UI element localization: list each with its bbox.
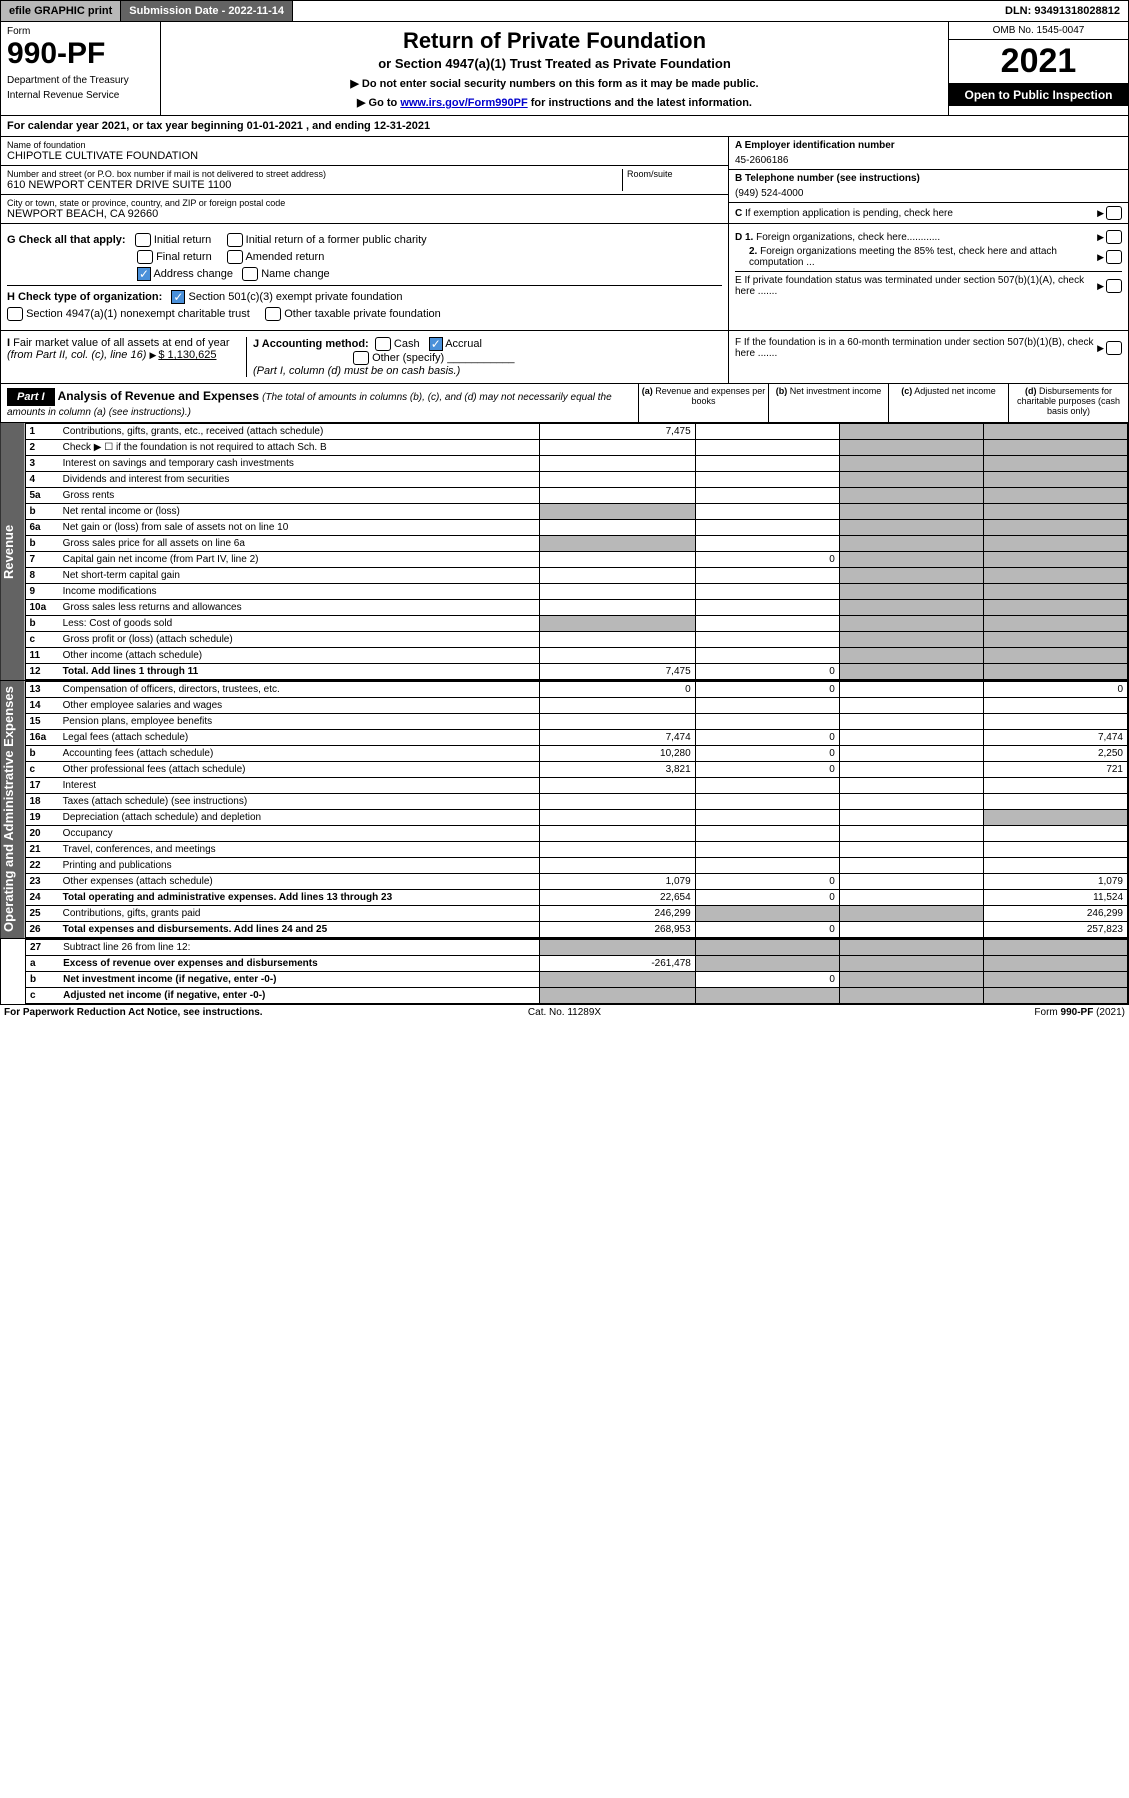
section-i-j-f: I Fair market value of all assets at end… [0, 331, 1129, 384]
goto-note: ▶ Go to www.irs.gov/Form990PF for instru… [167, 96, 942, 109]
efile-badge[interactable]: efile GRAPHIC print [1, 1, 121, 21]
revenue-side-label: Revenue [1, 423, 25, 680]
g-amended-checkbox[interactable] [227, 250, 243, 264]
g-initial-checkbox[interactable] [135, 233, 151, 247]
h-row: H Check type of organization: Section 50… [7, 285, 722, 304]
phone-value: (949) 524-4000 [735, 188, 1122, 199]
form-subtitle: or Section 4947(a)(1) Trust Treated as P… [167, 56, 942, 71]
ssn-note: ▶ Do not enter social security numbers o… [167, 77, 942, 90]
identity-block: Name of foundation CHIPOTLE CULTIVATE FO… [0, 137, 1129, 224]
d1-checkbox[interactable] [1106, 230, 1122, 244]
j-note: (Part I, column (d) must be on cash basi… [253, 365, 460, 377]
h-other-checkbox[interactable] [265, 307, 281, 321]
d2-checkbox[interactable] [1106, 250, 1122, 264]
expenses-section: Operating and Administrative Expenses 13… [0, 681, 1129, 939]
f-checkbox[interactable] [1106, 341, 1122, 355]
part1-badge: Part I [7, 388, 55, 406]
fmv-value: $ 1,130,625 [158, 349, 216, 361]
name-label: Name of foundation [7, 140, 722, 150]
foundation-name: CHIPOTLE CULTIVATE FOUNDATION [7, 150, 722, 162]
section-g-h: G Check all that apply: Initial return I… [0, 224, 1129, 331]
page-footer: For Paperwork Reduction Act Notice, see … [0, 1005, 1129, 1020]
net-section: 27 Subtract line 26 from line 12: a Exce… [0, 939, 1129, 1005]
g-row: G Check all that apply: Initial return I… [7, 233, 722, 247]
irs-link[interactable]: www.irs.gov/Form990PF [400, 97, 527, 109]
city-state-zip: NEWPORT BEACH, CA 92660 [7, 208, 722, 220]
h-4947-checkbox[interactable] [7, 307, 23, 321]
paperwork-notice: For Paperwork Reduction Act Notice, see … [4, 1007, 378, 1018]
g-address-change-checkbox[interactable] [137, 267, 151, 281]
expenses-side-label: Operating and Administrative Expenses [1, 681, 25, 938]
revenue-section: Revenue 1 Contributions, gifts, grants, … [0, 423, 1129, 681]
net-table: 27 Subtract line 26 from line 12: a Exce… [25, 939, 1128, 1004]
form-title: Return of Private Foundation [167, 28, 942, 54]
submission-date: Submission Date - 2022-11-14 [121, 1, 293, 21]
revenue-table: 1 Contributions, gifts, grants, etc., re… [25, 423, 1129, 680]
g-final-checkbox[interactable] [137, 250, 153, 264]
cat-no: Cat. No. 11289X [378, 1007, 752, 1018]
form-header: Form 990-PF Department of the Treasury I… [0, 22, 1129, 116]
e-checkbox[interactable] [1106, 279, 1122, 293]
j-accrual-checkbox[interactable] [429, 337, 443, 351]
street-address: 610 NEWPORT CENTER DRIVE SUITE 1100 [7, 179, 622, 191]
h-501c3-checkbox[interactable] [171, 290, 185, 304]
top-bar: efile GRAPHIC print Submission Date - 20… [0, 0, 1129, 22]
j-other-checkbox[interactable] [353, 351, 369, 365]
city-label: City or town, state or province, country… [7, 198, 722, 208]
j-cash-checkbox[interactable] [375, 337, 391, 351]
calendar-year-row: For calendar year 2021, or tax year begi… [0, 116, 1129, 137]
g-name-change-checkbox[interactable] [242, 267, 258, 281]
f-text: F If the foundation is in a 60-month ter… [735, 337, 1097, 359]
room-label: Room/suite [627, 169, 722, 179]
omb-number: OMB No. 1545-0047 [949, 22, 1128, 40]
form-label: Form [7, 26, 154, 37]
dept-treasury: Department of the Treasury [7, 75, 154, 86]
part1-header-row: Part I Analysis of Revenue and Expenses … [0, 384, 1129, 423]
phone-label: B Telephone number (see instructions) [735, 173, 1122, 184]
ein-value: 45-2606186 [735, 155, 1122, 166]
addr-label: Number and street (or P.O. box number if… [7, 169, 622, 179]
form-footer: Form 990-PF (2021) [751, 1007, 1125, 1018]
pending-checkbox[interactable] [1106, 206, 1122, 220]
e-text: E If private foundation status was termi… [735, 275, 1097, 297]
form-number: 990-PF [7, 37, 154, 71]
g-initial-former-checkbox[interactable] [227, 233, 243, 247]
expenses-table: 13 Compensation of officers, directors, … [25, 681, 1129, 938]
dln: DLN: 93491318028812 [997, 1, 1128, 21]
pending-label: C If exemption application is pending, c… [735, 208, 1097, 219]
part1-title: Analysis of Revenue and Expenses [58, 389, 259, 403]
ein-label: A Employer identification number [735, 140, 1122, 151]
tax-year: 2021 [949, 40, 1128, 84]
irs-label: Internal Revenue Service [7, 90, 154, 101]
open-inspection: Open to Public Inspection [949, 84, 1128, 106]
